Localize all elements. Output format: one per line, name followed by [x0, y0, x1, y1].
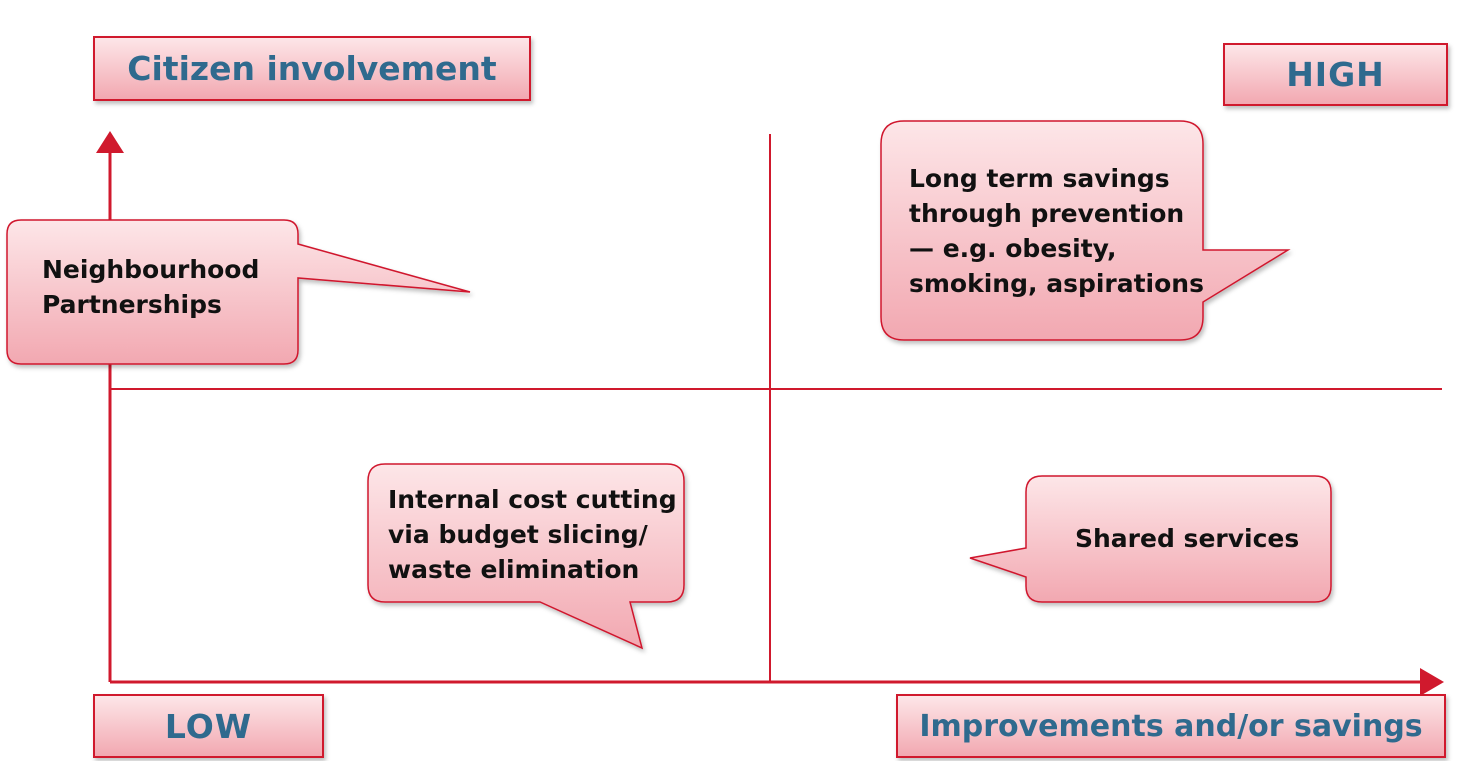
callout-line: — e.g. obesity,	[909, 234, 1117, 263]
callout-line: Long term savings	[909, 164, 1170, 193]
callout-line: waste elimination	[388, 555, 640, 584]
callout-line: Partnerships	[42, 290, 222, 319]
callout-neighbourhood-text: Neighbourhood Partnerships	[42, 252, 259, 322]
callout-neighbourhood-shape	[6, 219, 471, 365]
callout-prevention-shape	[880, 120, 1291, 341]
callout-line: through prevention	[909, 199, 1185, 228]
callout-line: smoking, aspirations	[909, 269, 1204, 298]
callout-cost-cutting-text: Internal cost cutting via budget slicing…	[388, 482, 677, 587]
callout-line: Neighbourhood	[42, 255, 260, 284]
callout-shared-services-text: Shared services	[1075, 524, 1300, 553]
callout-shared-services-shape	[969, 475, 1332, 603]
x-axis-label: Improvements and/or savings	[896, 694, 1446, 758]
callout-line: Internal cost cutting	[388, 485, 677, 514]
low-label: LOW	[93, 694, 324, 758]
y-axis-label: Citizen involvement	[93, 36, 531, 101]
callout-prevention-text: Long term savings through prevention — e…	[909, 161, 1204, 301]
callout-line: via budget slicing/	[388, 520, 648, 549]
x-axis-arrowhead	[1420, 668, 1444, 696]
y-axis-arrowhead	[96, 131, 124, 153]
high-label: HIGH	[1223, 43, 1448, 106]
callout-cost-cutting-shape	[367, 463, 685, 650]
